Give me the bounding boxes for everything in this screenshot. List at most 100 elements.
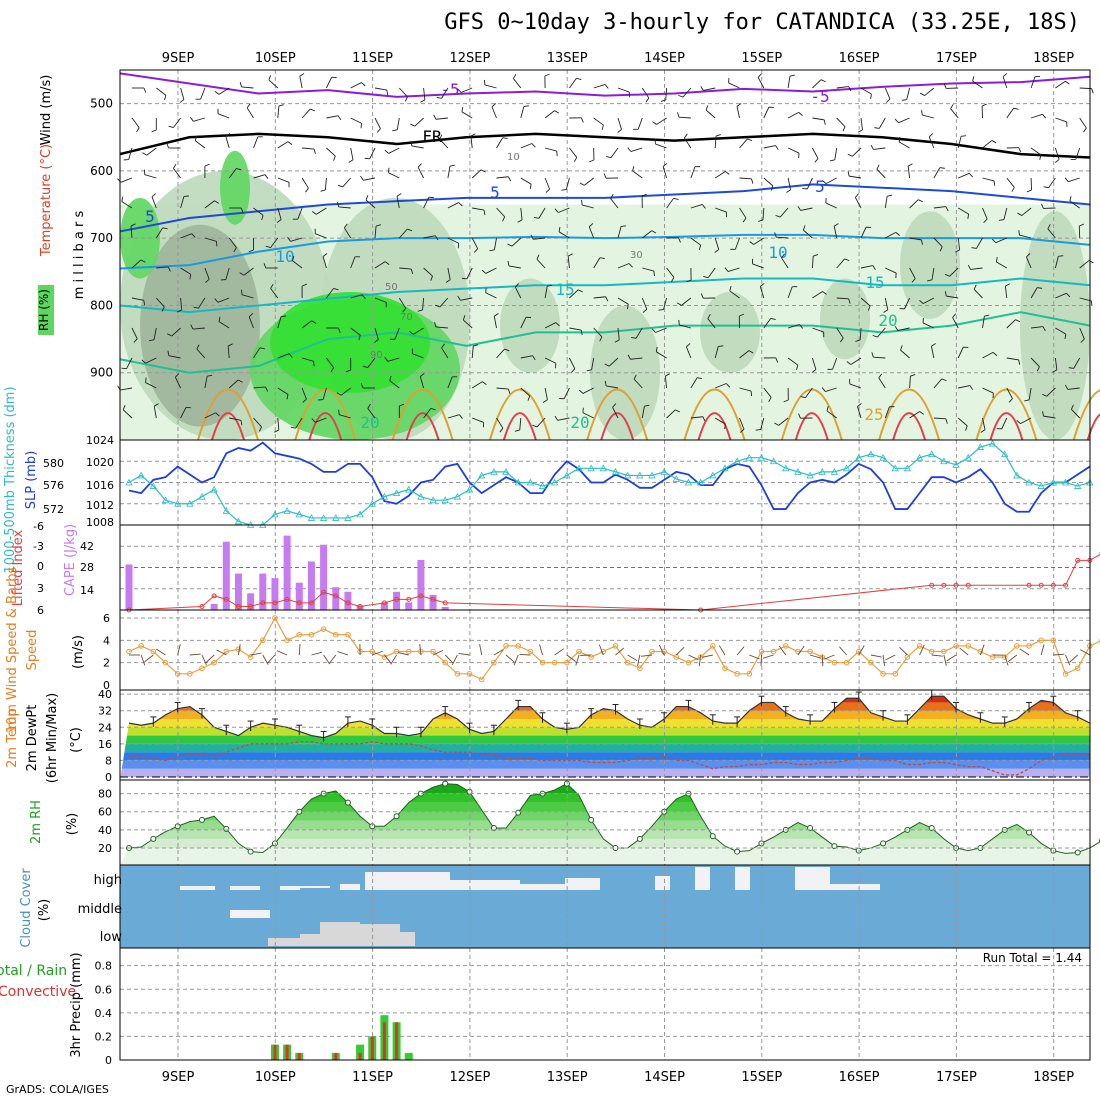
thickness-marker xyxy=(830,468,839,475)
precip-total-label: Total / Rain xyxy=(0,963,67,979)
cloud-low-bar xyxy=(268,938,300,946)
wind-barb xyxy=(295,417,303,429)
wind-barb-flag xyxy=(301,283,307,287)
wind-barb xyxy=(563,387,570,399)
wind-barb xyxy=(198,297,206,309)
wind-barb-flag xyxy=(714,249,719,253)
wind-barb xyxy=(350,327,361,336)
thickness-marker xyxy=(757,453,766,461)
wind-barb-flag xyxy=(992,352,998,356)
rh-tick: 20 xyxy=(98,842,112,855)
wind-barb-flag xyxy=(367,403,371,409)
wind-barb xyxy=(664,376,668,389)
wind-barb-flag xyxy=(417,163,422,168)
wind-barb-flag xyxy=(857,129,863,133)
rh-blob xyxy=(220,150,250,225)
wind-barb xyxy=(803,229,813,239)
wind-barb xyxy=(876,169,886,179)
thickness-marker xyxy=(782,464,790,472)
wind-barb-flag xyxy=(504,348,510,352)
wind-barb-flag xyxy=(603,173,607,179)
wind-barb xyxy=(520,143,533,149)
wind-barb-10m xyxy=(701,654,713,658)
wind-barb-flag xyxy=(445,279,451,283)
wind-barb xyxy=(1069,200,1080,209)
thickness-marker xyxy=(453,492,462,500)
isotherm-25-loop xyxy=(294,388,357,441)
wind-barb xyxy=(399,267,412,270)
wind-barb-flag xyxy=(675,409,681,413)
wind-barb xyxy=(228,168,237,179)
rh-tick: 40 xyxy=(98,824,112,837)
wind-barb-flag xyxy=(839,337,844,343)
wind-barb-flag xyxy=(800,395,806,399)
day-label-top: 11SEP xyxy=(352,51,393,66)
thickness-marker xyxy=(599,464,608,472)
li-marker xyxy=(442,600,448,606)
wind-barb xyxy=(753,237,765,245)
wind-speed-marker xyxy=(223,648,230,655)
wind-barb-flag xyxy=(360,383,364,389)
wind-barb xyxy=(728,82,740,89)
wind-barb xyxy=(633,378,643,389)
wind-barb xyxy=(898,117,910,124)
wind-barb xyxy=(924,87,935,96)
wind-barb-flag xyxy=(1069,196,1072,202)
wind-speed-marker xyxy=(442,659,449,666)
wind-barb-flag xyxy=(760,283,765,287)
wind-barb xyxy=(471,381,483,389)
thickness-marker xyxy=(964,453,972,461)
wind-barb xyxy=(860,87,872,95)
wind-barb-flag xyxy=(396,193,402,197)
wind-barb xyxy=(460,87,473,93)
wind-barb xyxy=(812,79,822,89)
thickness-marker xyxy=(222,506,230,514)
wind-speed-marker xyxy=(722,665,728,672)
wind-barb-10m xyxy=(718,645,726,656)
wind-barb xyxy=(617,226,622,239)
wind-barb xyxy=(787,147,800,154)
wind-barb-flag xyxy=(172,163,177,169)
wind-barb xyxy=(246,107,254,119)
wind-barb-flag xyxy=(736,103,742,107)
wind-barb-flag xyxy=(927,279,933,282)
wind-barb-flag xyxy=(599,336,603,342)
cape-tick: 14 xyxy=(80,584,94,597)
wind-barb xyxy=(909,375,911,389)
wind-barb xyxy=(666,267,675,278)
wind-barb xyxy=(982,351,994,359)
wind-barb-10m xyxy=(615,647,625,656)
wind-barb-flag xyxy=(489,249,495,252)
cloud-low-bar xyxy=(400,932,415,946)
wind-barb-flag xyxy=(700,86,704,91)
wind-barb xyxy=(736,106,740,119)
wind-barb-flag xyxy=(1042,326,1046,332)
wind-barb xyxy=(374,327,379,340)
cape-bar xyxy=(332,587,340,610)
cape-bar xyxy=(247,593,255,610)
wind-barb xyxy=(907,166,911,179)
wind-speed-line xyxy=(128,616,1100,681)
day-label-bottom: 15SEP xyxy=(741,1070,782,1085)
wind-speed-marker xyxy=(758,648,765,655)
wind-barb-flag xyxy=(264,174,269,179)
wind-barb xyxy=(301,177,309,189)
wind-barb xyxy=(884,87,891,100)
wind-barb xyxy=(423,267,433,277)
wind-barb-flag xyxy=(420,373,425,377)
wind-barb-10m xyxy=(824,654,835,660)
li-marker xyxy=(284,596,290,602)
wind-barb-10m xyxy=(778,645,787,656)
isotherm-15 xyxy=(119,277,1091,314)
wind-barb xyxy=(228,379,239,389)
thickness-marker xyxy=(636,471,644,479)
wind-barb xyxy=(568,357,576,369)
cloud-level-label: high xyxy=(94,873,122,888)
wind-barb-10m xyxy=(328,654,337,665)
wind-barb xyxy=(225,267,230,280)
wind-barb-10m xyxy=(899,647,908,656)
wind-speed-marker xyxy=(892,671,899,677)
wind-barb-flag xyxy=(876,164,880,170)
wind-barb-flag xyxy=(783,399,789,403)
wind-barb xyxy=(277,141,289,149)
